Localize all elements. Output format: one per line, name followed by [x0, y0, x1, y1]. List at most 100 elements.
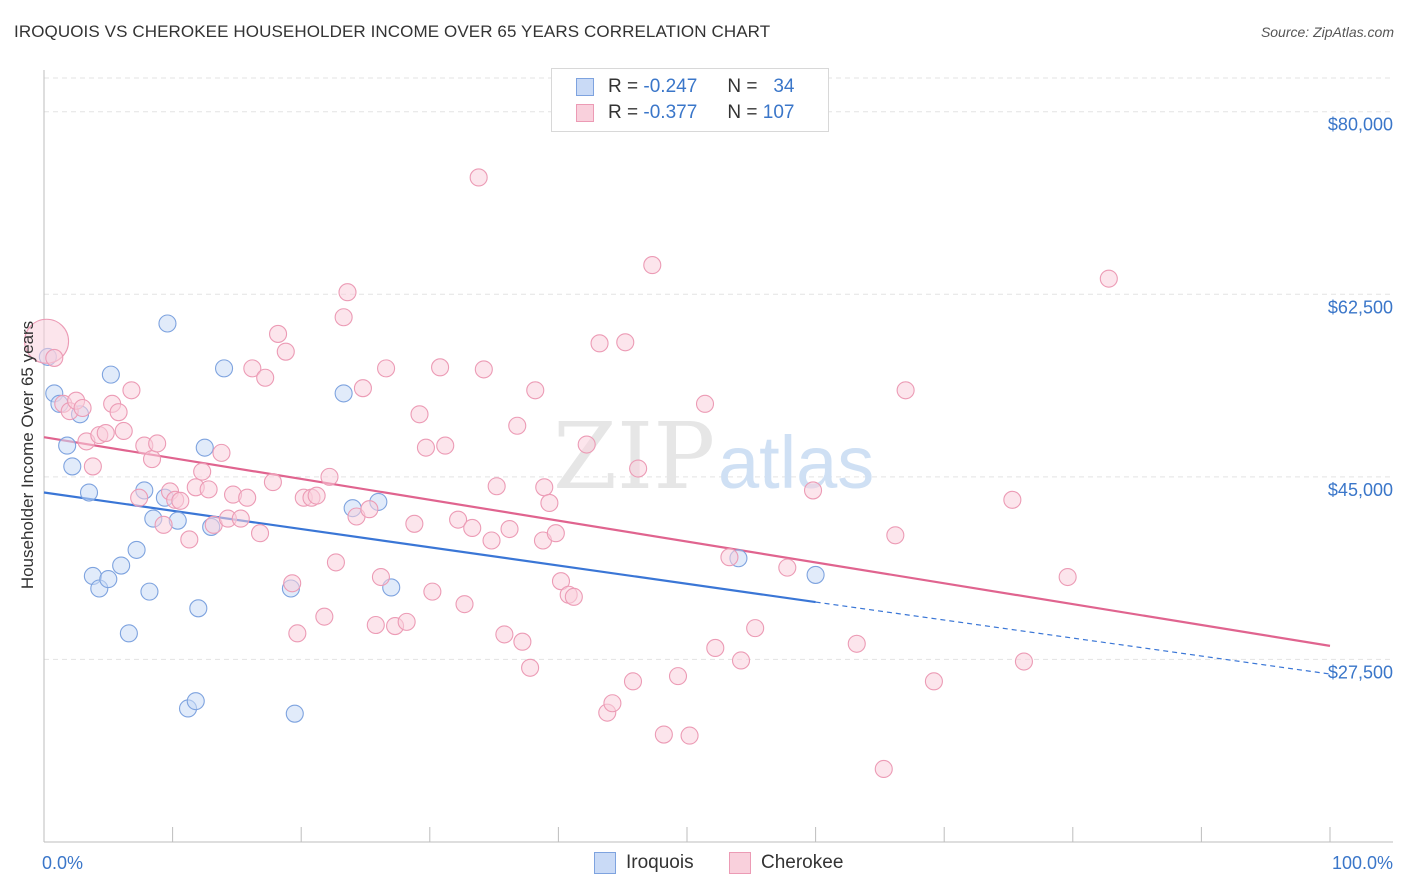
- legend: R = -0.247 N = 34 R = -0.377 N = 107: [551, 68, 829, 132]
- cherokee-point: [283, 574, 302, 593]
- bottom-legend-cherokee: Cherokee: [729, 852, 843, 874]
- bottom-legend-label-iroquois: Iroquois: [626, 852, 694, 873]
- watermark-zip: ZIP: [553, 403, 715, 510]
- cherokee-point: [431, 358, 450, 377]
- cherokee-point: [449, 510, 468, 529]
- cherokee-point: [256, 368, 275, 387]
- cherokee-point: [886, 526, 905, 545]
- legend-n-value: 107: [762, 102, 795, 123]
- cherokee-point: [171, 491, 190, 510]
- cherokee-point: [603, 694, 622, 713]
- cherokee-point: [474, 360, 493, 379]
- legend-r-value: -0.377: [643, 102, 698, 123]
- cherokee-point: [616, 333, 635, 352]
- cherokee-point: [180, 530, 199, 549]
- cherokee-point: [250, 524, 270, 543]
- data-points: [24, 168, 1118, 779]
- cherokee-point: [495, 625, 514, 644]
- cherokee-point: [142, 450, 162, 469]
- legend-r-label: R =: [608, 76, 639, 97]
- x-tick-label-min: 0.0%: [42, 853, 83, 873]
- y-tick-label: $27,500: [1328, 662, 1393, 682]
- bottom-legend-swatch-cherokee: [729, 852, 751, 874]
- cherokee-point: [288, 624, 307, 643]
- cherokee-point: [590, 334, 609, 353]
- trend-lines: [43, 436, 1331, 675]
- iroquois-point: [189, 599, 208, 618]
- iroquois-point: [112, 556, 131, 575]
- cherokee-point: [338, 283, 357, 302]
- cherokee-point: [416, 438, 435, 457]
- cherokee-point: [238, 488, 257, 507]
- legend-row-iroquois: R = -0.247 N = 34: [576, 75, 794, 99]
- cherokee-point: [513, 632, 532, 651]
- iroquois-point: [334, 384, 353, 403]
- cherokee-trend-line: [43, 436, 1331, 647]
- cherokee-point: [276, 342, 295, 361]
- cherokee-point: [629, 459, 648, 478]
- cherokee-point: [307, 486, 326, 505]
- tick-labels: $27,500 $45,000 $62,500 $80,000 0.0% 100.0%: [42, 115, 1393, 873]
- legend-n-value: 34: [773, 76, 795, 97]
- y-tick-label: $45,000: [1328, 480, 1393, 500]
- cherokee-point: [269, 324, 288, 343]
- cherokee-point: [73, 398, 92, 418]
- cherokee-point: [45, 348, 64, 367]
- iroquois-point: [806, 565, 825, 584]
- cherokee-point: [482, 531, 501, 550]
- legend-r-label: R =: [608, 102, 639, 123]
- iroquois-point: [127, 540, 146, 559]
- cherokee-point: [154, 515, 173, 534]
- cherokee-point: [1058, 567, 1077, 587]
- iroquois-point: [285, 704, 304, 723]
- cherokee-point: [231, 509, 250, 528]
- cherokee-point: [680, 726, 699, 745]
- cherokee-point: [243, 359, 262, 378]
- cherokee-point: [706, 638, 725, 658]
- cherokee-point: [847, 634, 866, 653]
- cherokee-point: [746, 619, 765, 638]
- cherokee-point: [643, 256, 662, 275]
- cherokee-point: [366, 615, 385, 635]
- cherokee-point: [546, 524, 565, 543]
- iroquois-point: [101, 365, 120, 384]
- watermark: ZIP atlas: [553, 403, 874, 510]
- cherokee-point: [731, 651, 751, 670]
- cherokee-point: [263, 473, 282, 492]
- cherokee-point: [896, 381, 915, 400]
- cherokee-point: [469, 168, 488, 187]
- cherokee-point: [695, 394, 715, 413]
- cherokee-point: [436, 436, 455, 455]
- iroquois-point: [140, 582, 159, 601]
- cherokee-point: [720, 548, 739, 567]
- cherokee-point: [193, 462, 212, 481]
- cherokee-point: [320, 467, 339, 486]
- cherokee-point: [410, 405, 429, 424]
- cherokee-point: [148, 434, 167, 453]
- cherokee-point: [377, 359, 396, 378]
- bottom-legend-swatch-iroquois: [594, 852, 616, 874]
- legend-swatch-cherokee: [576, 104, 594, 122]
- cherokee-point: [83, 457, 102, 476]
- chart-title: IROQUOIS VS CHEROKEE HOUSEHOLDER INCOME …: [14, 22, 771, 41]
- cherokee-point: [803, 481, 823, 500]
- iroquois-point: [186, 692, 205, 711]
- cherokee-point: [778, 558, 797, 577]
- cherokee-point: [526, 381, 545, 400]
- y-axis-label: Householder Income Over 65 years: [18, 321, 37, 589]
- iroquois-point: [119, 624, 138, 643]
- cherokee-point: [1099, 269, 1118, 288]
- cherokee-point: [423, 582, 442, 601]
- y-tick-label: $62,500: [1328, 297, 1393, 317]
- legend-row-cherokee: R = -0.377 N = 107: [576, 101, 794, 125]
- cherokee-point: [353, 379, 372, 398]
- legend-swatch-iroquois: [576, 78, 594, 96]
- cherokee-point: [114, 421, 133, 441]
- bottom-legend-iroquois: Iroquois: [594, 852, 694, 874]
- x-tick-label-max: 100.0%: [1332, 853, 1393, 873]
- cherokee-point: [397, 612, 416, 631]
- cherokee-point: [551, 572, 571, 591]
- cherokee-point: [199, 480, 218, 499]
- source-label: Source: ZipAtlas.com: [1260, 24, 1394, 40]
